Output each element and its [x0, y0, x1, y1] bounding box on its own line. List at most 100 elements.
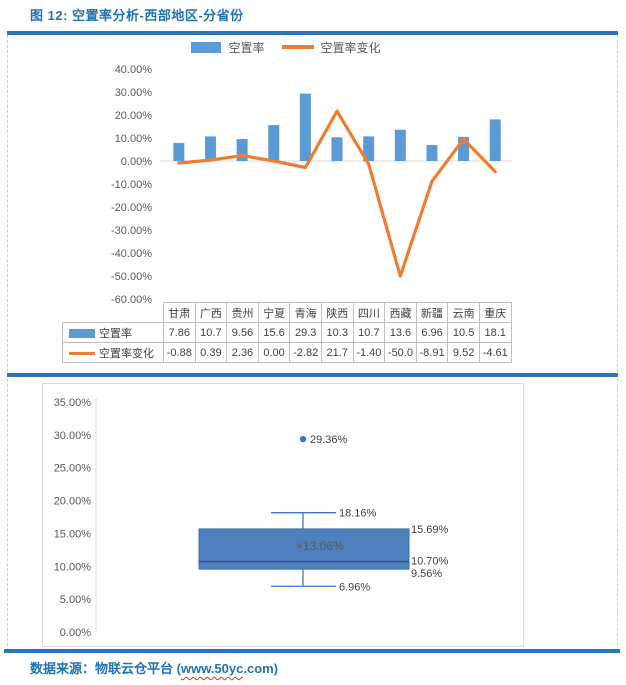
table-header-cell: 贵州: [226, 302, 259, 323]
legend-bar-label: 空置率: [228, 40, 265, 55]
table-header-cell: 宁夏: [257, 302, 291, 323]
series-bar-swatch-icon: [69, 329, 95, 339]
whisker-high-label: 18.16%: [339, 508, 377, 520]
bar-青海: [299, 93, 311, 161]
table-cell: 29.3: [289, 322, 322, 343]
table-cell: 0.39: [194, 342, 228, 363]
y-tick-label: 35.00%: [54, 397, 92, 409]
bar-西藏: [394, 129, 406, 161]
boxplot-svg: 35.00% 30.00% 25.00% 20.00% 15.00% 10.00% 5.00…: [54, 397, 449, 639]
table-cell: -50.0: [384, 342, 417, 363]
y-tick-label: -20.00%: [111, 202, 152, 214]
y-tick-label: 10.00%: [54, 561, 92, 573]
source-url[interactable]: www.50yc: [180, 661, 244, 676]
y-tick-label: 40.00%: [115, 64, 153, 76]
median-label: 10.70%: [411, 556, 449, 568]
table-header-cell: 广西: [194, 302, 228, 323]
mean-label: ×13.06%: [296, 539, 344, 553]
legend-line-swatch: [281, 45, 314, 49]
table-header-cell: 西藏: [384, 302, 417, 323]
source-url-rest: .com): [243, 661, 279, 676]
table-header-cell: 青海: [289, 302, 322, 323]
table-cell: -0.88: [163, 342, 196, 363]
table-series-label-cell: 空置率: [62, 322, 164, 343]
q1-label: 9.56%: [411, 568, 442, 580]
middle-divider-rule: [7, 373, 618, 377]
table-cell: 10.7: [352, 322, 386, 343]
combo-chart-data-table: 甘肃 广西 贵州 宁夏 青海 陕西 四川 西藏 新疆 云南 重庆 空置率 7.86 10.7 9.56 15.…: [62, 302, 512, 363]
whisker-low-label: 6.96%: [339, 581, 370, 593]
bar-陕西: [331, 137, 343, 161]
legend-bar-swatch: [191, 41, 222, 53]
y-tick-label: 15.00%: [54, 528, 92, 540]
outlier-point: [299, 435, 307, 443]
y-tick-label: -10.00%: [111, 179, 152, 191]
table-cell: 9.52: [447, 342, 480, 363]
table-row: 空置率 7.86 10.7 9.56 15.6 29.3 10.3 10.7 13.6 6.96 1…: [62, 322, 512, 343]
y-tick-label: -50.00%: [111, 271, 152, 283]
boxplot-chart-container: 35.00% 30.00% 25.00% 20.00% 15.00% 10.00% 5.00…: [42, 383, 524, 647]
table-cell: 2.36: [226, 342, 259, 363]
table-cell: 18.1: [478, 322, 512, 343]
legend-line-label: 空置率变化: [320, 40, 381, 55]
y-tick-label: 30.00%: [115, 87, 153, 99]
y-tick-label: 25.00%: [54, 463, 92, 475]
table-header-cell: 陕西: [320, 302, 354, 323]
table-cell: 10.3: [320, 322, 354, 343]
y-tick-label: 20.00%: [54, 496, 92, 508]
bar-四川: [363, 136, 375, 161]
box-iqr-rect: [198, 528, 410, 570]
bottom-divider-rule: [4, 649, 620, 653]
change-line-series: [177, 109, 497, 278]
table-cell: -2.82: [289, 342, 322, 363]
table-header-cell: 重庆: [478, 302, 512, 323]
outlier-label: 29.36%: [310, 434, 348, 446]
table-cell: 21.7: [320, 342, 354, 363]
bar-甘肃: [173, 142, 185, 161]
top-divider-rule: [7, 31, 618, 35]
left-dashed-border: [7, 35, 8, 651]
table-corner-cell: [63, 303, 164, 323]
y-tick-label: 0.00%: [60, 627, 91, 639]
table-cell: 0.00: [257, 342, 291, 363]
right-dashed-border: [617, 35, 618, 651]
table-cell: 9.56: [226, 322, 259, 343]
table-cell: -8.91: [415, 342, 449, 363]
bar-新疆: [426, 144, 438, 161]
y-tick-label: -60.00%: [111, 294, 152, 303]
table-cell: 7.86: [163, 322, 196, 343]
bar-贵州: [236, 139, 248, 161]
figure-title: 图 12: 空置率分析-西部地区-分省份: [30, 8, 244, 23]
table-cell: 13.6: [384, 322, 417, 343]
y-tick-label: 0.00%: [121, 156, 152, 168]
table-cell: -1.40: [352, 342, 386, 363]
table-header-cell: 甘肃: [163, 302, 196, 323]
source-url-open: (: [176, 661, 181, 676]
y-tick-label: 10.00%: [115, 133, 153, 145]
table-series-label-cell: 空置率变化: [62, 342, 164, 363]
y-tick-label: -30.00%: [111, 225, 152, 237]
table-cell: 10.5: [447, 322, 480, 343]
table-header-cell: 新疆: [415, 302, 449, 323]
table-header-row: 甘肃 广西 贵州 宁夏 青海 陕西 四川 西藏 新疆 云南 重庆: [63, 302, 512, 323]
series-line-swatch-icon: [69, 352, 95, 356]
bar-广西: [204, 136, 216, 161]
table-cell: 15.6: [257, 322, 291, 343]
data-source-line: 数据来源：物联云仓平台 (www.50yc.com): [30, 658, 278, 677]
bar-云南: [458, 136, 470, 161]
combo-chart-svg: 40.00% 30.00% 20.00% 10.00% 0.00% -10.00% -20.…: [111, 64, 512, 303]
table-row: 空置率变化 -0.88 0.39 2.36 0.00 -2.82 21.7 -1.40 -50.…: [62, 342, 512, 363]
table-header-cell: 云南: [447, 302, 480, 323]
y-tick-label: 30.00%: [54, 430, 92, 442]
table-cell: 6.96: [415, 322, 449, 343]
q3-label: 15.69%: [411, 524, 449, 536]
bar-宁夏: [268, 125, 280, 161]
y-tick-label: -40.00%: [111, 248, 152, 260]
table-header-cell: 四川: [352, 302, 386, 323]
y-tick-label: 20.00%: [115, 110, 153, 122]
source-label: 数据来源：物联云仓平台: [30, 661, 177, 676]
table-cell: 10.7: [194, 322, 228, 343]
y-tick-label: 5.00%: [60, 594, 91, 606]
table-cell: -4.61: [478, 342, 512, 363]
